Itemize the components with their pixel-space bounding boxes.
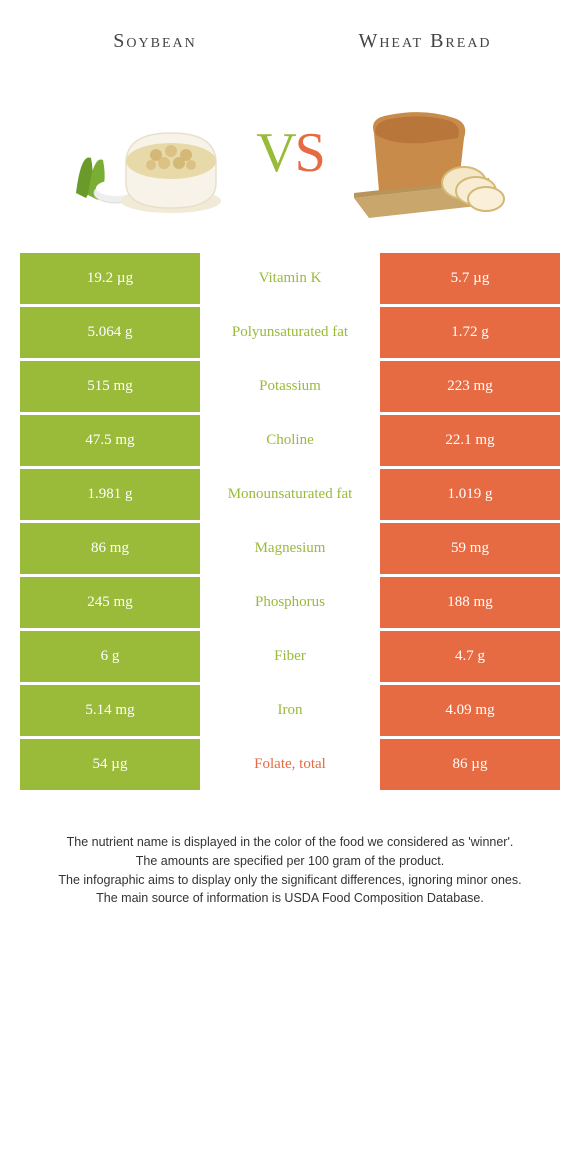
nutrient-row: 1.981 gMonounsaturated fat1.019 g [20,469,560,523]
right-value: 223 mg [380,361,560,412]
nutrient-row: 47.5 mgCholine22.1 mg [20,415,560,469]
bread-image [334,83,514,223]
nutrient-row: 86 mgMagnesium59 mg [20,523,560,577]
nutrient-label: Monounsaturated fat [200,469,380,520]
vs-s: S [295,122,324,184]
right-value: 1.72 g [380,307,560,358]
left-value: 47.5 mg [20,415,200,466]
footer-line-3: The infographic aims to display only the… [40,871,540,890]
left-value: 6 g [20,631,200,682]
footer-line-2: The amounts are specified per 100 gram o… [40,852,540,871]
right-value: 1.019 g [380,469,560,520]
nutrient-label: Iron [200,685,380,736]
left-value: 86 mg [20,523,200,574]
nutrient-label: Folate, total [200,739,380,790]
soybean-image [66,83,246,223]
right-value: 4.09 mg [380,685,560,736]
left-value: 54 µg [20,739,200,790]
nutrient-label: Choline [200,415,380,466]
vs-v: V [256,122,294,184]
nutrient-row: 5.14 mgIron4.09 mg [20,685,560,739]
vs-label: VS [256,121,324,185]
nutrient-row: 245 mgPhosphorus188 mg [20,577,560,631]
left-value: 245 mg [20,577,200,628]
nutrient-row: 6 gFiber4.7 g [20,631,560,685]
footer-notes: The nutrient name is displayed in the co… [0,793,580,908]
right-value: 188 mg [380,577,560,628]
nutrient-label: Fiber [200,631,380,682]
right-value: 59 mg [380,523,560,574]
nutrient-label: Vitamin K [200,253,380,304]
right-value: 22.1 mg [380,415,560,466]
header: Soybean Wheat Bread [0,0,580,73]
nutrient-row: 515 mgPotassium223 mg [20,361,560,415]
footer-line-4: The main source of information is USDA F… [40,889,540,908]
nutrient-label: Potassium [200,361,380,412]
left-value: 515 mg [20,361,200,412]
nutrient-label: Polyunsaturated fat [200,307,380,358]
nutrient-label: Magnesium [200,523,380,574]
footer-line-1: The nutrient name is displayed in the co… [40,833,540,852]
left-value: 1.981 g [20,469,200,520]
right-value: 86 µg [380,739,560,790]
right-value: 4.7 g [380,631,560,682]
left-value: 5.14 mg [20,685,200,736]
left-value: 19.2 µg [20,253,200,304]
nutrient-row: 19.2 µgVitamin K5.7 µg [20,253,560,307]
nutrient-label: Phosphorus [200,577,380,628]
nutrient-table: 19.2 µgVitamin K5.7 µg5.064 gPolyunsatur… [20,253,560,793]
left-value: 5.064 g [20,307,200,358]
right-food-title: Wheat Bread [304,30,547,53]
right-value: 5.7 µg [380,253,560,304]
nutrient-row: 5.064 gPolyunsaturated fat1.72 g [20,307,560,361]
left-food-title: Soybean [34,30,277,53]
nutrient-row: 54 µgFolate, total86 µg [20,739,560,793]
hero-row: VS [0,73,580,253]
